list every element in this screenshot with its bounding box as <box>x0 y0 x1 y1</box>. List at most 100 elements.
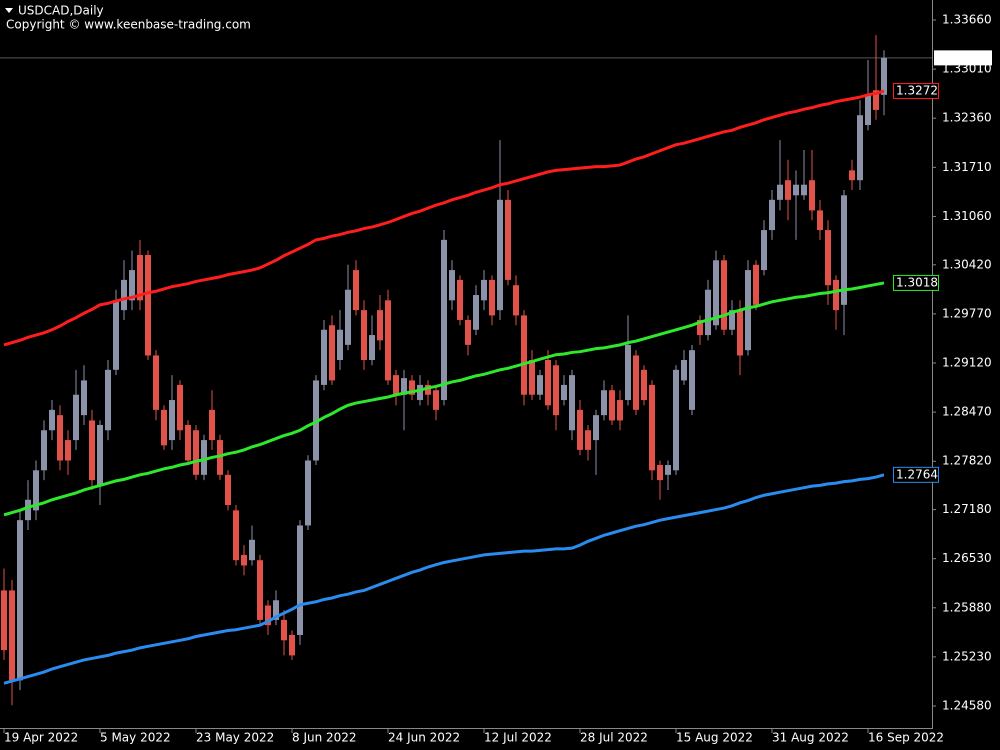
candle-body <box>161 409 167 446</box>
candle-body <box>89 420 95 481</box>
candle-body <box>545 359 551 406</box>
y-tick-label: 1.30420 <box>942 257 992 271</box>
candle-body <box>105 369 111 431</box>
candle-body <box>97 424 103 486</box>
candle-body <box>617 400 623 421</box>
candle-body <box>737 310 743 356</box>
candle-body <box>441 239 447 401</box>
candle-body <box>761 230 767 271</box>
candle-body <box>145 254 151 356</box>
candle-body <box>193 430 199 475</box>
moving-average-line <box>3 473 885 685</box>
candle-body <box>673 369 679 471</box>
candle-body <box>713 260 719 326</box>
candle-body <box>489 279 495 316</box>
candle-body <box>433 390 439 410</box>
candle-body <box>73 394 79 441</box>
candle-body <box>1 590 7 651</box>
candle-body <box>641 369 647 401</box>
y-tick-label: 1.25880 <box>942 600 992 614</box>
y-tick-label: 1.25230 <box>942 649 992 663</box>
candle-body <box>113 300 119 370</box>
y-tick-label: 1.27180 <box>942 502 992 516</box>
x-tick-label: 31 Aug 2022 <box>772 731 849 745</box>
candle-body <box>465 319 471 345</box>
candle-body <box>657 465 663 481</box>
candle-body <box>345 289 351 345</box>
candle-body <box>809 180 815 211</box>
candle-body <box>777 184 783 200</box>
candle-body <box>369 335 375 360</box>
candle-body <box>865 94 871 126</box>
moving-average-line <box>3 281 885 517</box>
candle-body <box>873 90 879 110</box>
menu-triangle <box>5 8 13 13</box>
y-tick-label: 1.31060 <box>942 209 992 223</box>
candle-body <box>249 539 255 561</box>
candle-body <box>817 210 823 231</box>
candle-body <box>881 57 887 95</box>
x-tick-label: 16 Sep 2022 <box>868 731 944 745</box>
candle-body <box>633 355 639 410</box>
candle-body <box>129 270 135 301</box>
y-tick-label: 1.28470 <box>942 405 992 419</box>
x-tick-label: 24 Jun 2022 <box>388 731 460 745</box>
x-tick-label: 23 May 2022 <box>196 731 274 745</box>
candle-body <box>393 375 399 395</box>
candle-body <box>529 359 535 395</box>
candle-body <box>153 355 159 410</box>
candle-body <box>281 619 287 641</box>
candle-body <box>409 380 415 395</box>
candle-body <box>553 365 559 416</box>
candle-body <box>169 400 175 441</box>
candle-body <box>265 605 271 626</box>
candle-body <box>209 409 215 441</box>
candle-body <box>593 415 599 441</box>
candle-body <box>201 440 207 475</box>
candle-body <box>417 384 423 401</box>
candle-body <box>569 375 575 431</box>
x-tick-label: 12 Jul 2022 <box>484 731 552 745</box>
candle-body <box>297 525 303 635</box>
candle-body <box>449 270 455 301</box>
candle-body <box>609 390 615 421</box>
candle-body <box>41 430 47 471</box>
ma-value-box <box>893 274 939 291</box>
candle-body <box>257 560 263 620</box>
y-tick-label: 1.27820 <box>942 454 992 468</box>
candle-body <box>585 430 591 450</box>
candle-body <box>841 195 847 305</box>
candle-body <box>377 310 383 341</box>
ma-value-label: 1.3272 <box>896 84 938 98</box>
candle-body <box>241 554 247 566</box>
candle-body <box>225 474 231 506</box>
candle-body <box>793 184 799 196</box>
candle-body <box>769 199 775 231</box>
candle-body <box>353 270 359 311</box>
candle-body <box>521 315 527 395</box>
candle-body <box>81 380 87 416</box>
candle-body <box>753 264 759 305</box>
candle-body <box>49 409 55 431</box>
candle-body <box>321 329 327 385</box>
candle-body <box>705 289 711 336</box>
candle-body <box>305 460 311 526</box>
candle-body <box>537 375 543 395</box>
chart-subtitle: Copyright © www.keenbase-trading.com <box>6 18 251 32</box>
y-tick-label: 1.32360 <box>942 111 992 125</box>
y-tick-label: 1.31710 <box>942 160 992 174</box>
candle-body <box>233 510 239 561</box>
x-tick-label: 15 Aug 2022 <box>676 731 753 745</box>
candle-body <box>505 199 511 280</box>
candle-body <box>561 384 567 401</box>
ma-value-box <box>893 466 939 483</box>
x-tick-label: 28 Jul 2022 <box>580 731 648 745</box>
candle-body <box>745 270 751 351</box>
candle-body <box>401 378 407 395</box>
candle-body <box>729 310 735 330</box>
candle-body <box>25 499 31 521</box>
candle-body <box>833 279 839 311</box>
candle-body <box>177 384 183 431</box>
candle-body <box>121 279 127 311</box>
y-tick-label: 1.24580 <box>942 699 992 713</box>
